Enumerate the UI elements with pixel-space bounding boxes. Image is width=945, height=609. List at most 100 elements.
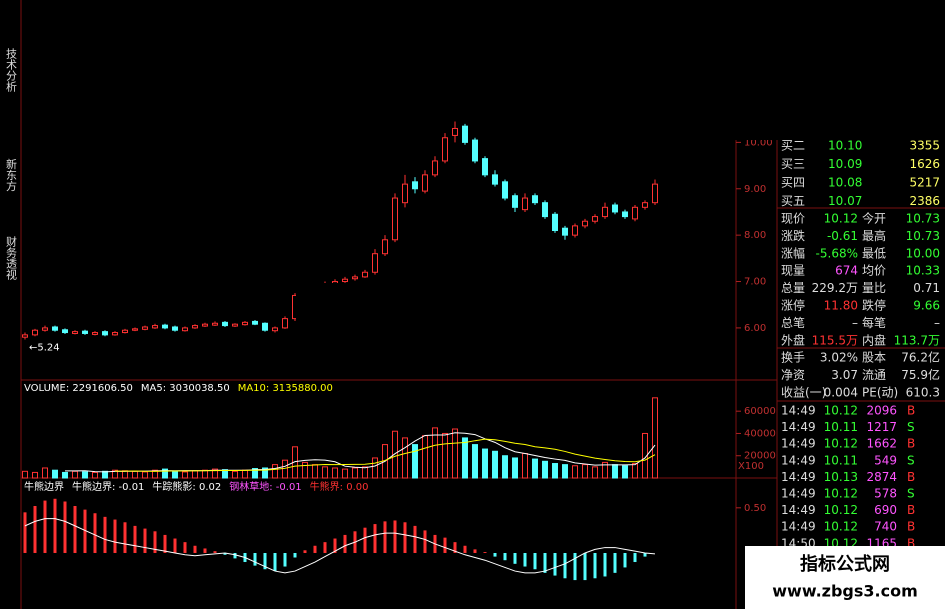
stat-cell: 量比 <box>862 281 886 295</box>
candle-body <box>432 160 438 176</box>
volume-bar <box>362 466 368 479</box>
stat-cell: 10.73 <box>906 212 940 226</box>
candle-body <box>452 127 458 136</box>
line <box>24 518 656 574</box>
volume-bar <box>342 468 348 479</box>
stat-cell: – <box>852 316 858 330</box>
volume-bar <box>432 427 438 479</box>
stat-cell: 最低 <box>862 246 886 260</box>
volume-bar <box>272 464 278 479</box>
candle-body <box>482 158 488 176</box>
trade-cell: 549 <box>874 453 897 467</box>
trade-cell: B <box>907 437 915 451</box>
stat-cell: 0.004 <box>824 386 858 400</box>
order-book-cell: 2386 <box>909 194 940 208</box>
stat-cell: 每笔 <box>862 315 886 330</box>
line <box>114 438 656 472</box>
volume-bar <box>572 465 578 479</box>
stat-cell: 10.73 <box>906 229 940 243</box>
order-book-cell: 1626 <box>909 157 940 171</box>
stat-cell: 今开 <box>862 211 886 226</box>
volume-bar <box>332 467 338 479</box>
trade-cell: 14:49 <box>781 404 816 418</box>
low-annotation: ←5.24 <box>29 343 60 354</box>
stat-cell: 总量 <box>781 281 805 295</box>
volume-bar <box>282 459 288 479</box>
stat-cell: -5.68% <box>816 246 858 260</box>
trade-cell: 690 <box>874 503 897 517</box>
candle-body <box>552 213 558 232</box>
order-book-cell: 买四 <box>781 176 805 190</box>
watermark-url: www.zbgs3.com <box>772 582 918 601</box>
y-tick-label: 9.00 <box>744 184 766 195</box>
stat-cell: 外盘 <box>781 332 805 347</box>
stat-cell: 收益(一) <box>781 386 826 400</box>
trade-cell: 10.12 <box>824 487 858 501</box>
candle-body <box>212 322 218 326</box>
candle-body <box>32 329 38 336</box>
volume-bar <box>652 397 658 479</box>
stat-cell: 3.07 <box>831 368 858 382</box>
stat-cell: 3.02% <box>820 351 858 365</box>
trade-cell: 14:49 <box>781 420 816 434</box>
candle-body <box>102 331 108 336</box>
volume-bar <box>262 467 268 479</box>
candle-body <box>622 211 628 218</box>
stat-cell: – <box>934 316 940 330</box>
volume-bar <box>122 470 128 479</box>
candle-body <box>522 197 528 211</box>
candle-body <box>232 323 238 327</box>
trade-cell: 10.12 <box>824 437 858 451</box>
volume-bar <box>252 468 258 479</box>
legend-entry: MA10: 3135880.00 <box>238 383 333 394</box>
candle-body <box>42 327 48 331</box>
volume-bar <box>512 457 518 479</box>
stat-cell: PE(动) <box>862 386 898 400</box>
trade-cell: B <box>907 520 915 534</box>
stat-cell: 换手 <box>781 351 805 365</box>
volume-bar <box>372 457 378 479</box>
candle-body <box>422 174 428 192</box>
trade-cell: 14:49 <box>781 470 816 484</box>
candle-body <box>502 181 508 199</box>
volume-bar <box>632 463 638 479</box>
plot: 6.00 7.00 8.00 9.00 10.00 ←5.24 20000 40000 6000… <box>22 121 776 581</box>
stat-cell: 涨停 <box>781 298 805 313</box>
stat-cell: 10.12 <box>824 212 858 226</box>
redaction <box>296 283 651 326</box>
candle-body <box>592 216 598 222</box>
trade-cell: 10.11 <box>824 453 858 467</box>
candle-body <box>152 325 158 329</box>
trade-cell: 10.12 <box>824 503 858 517</box>
stat-cell: 76.2亿 <box>901 350 940 365</box>
volume-bar <box>562 464 568 479</box>
stat-cell: 总笔 <box>781 315 805 330</box>
volume-bar <box>42 467 48 479</box>
stat-cell: 现价 <box>781 212 805 226</box>
volume-bar <box>622 465 628 479</box>
volume-bar <box>82 471 88 479</box>
candle-body <box>202 323 208 327</box>
y-tick-label: 0.50 <box>744 503 766 514</box>
trade-cell: 2874 <box>866 470 897 484</box>
candle-body <box>392 197 398 241</box>
legend-entry: 牛熊界: 0.00 <box>310 480 369 493</box>
trade-cell: 14:49 <box>781 520 816 534</box>
volume-bar <box>602 461 608 479</box>
unit-label: X100 <box>738 461 764 472</box>
watermark-title: 指标公式网 <box>800 553 890 575</box>
candle-body <box>602 206 608 218</box>
stat-cell: 最高 <box>862 228 886 243</box>
trade-cell: B <box>907 404 915 418</box>
order-book-cell: 10.08 <box>828 176 862 190</box>
volume-bar <box>482 448 488 479</box>
order-book-cell: 买二 <box>781 139 805 153</box>
candle-body <box>562 227 568 236</box>
volume-bar <box>442 432 448 479</box>
stat-cell: 11.80 <box>824 299 858 313</box>
stat-cell: 113.7万 <box>894 333 940 347</box>
trade-cell: S <box>907 487 915 501</box>
volume-bar <box>582 464 588 479</box>
candle-body <box>612 204 618 213</box>
candle-body <box>192 325 198 329</box>
